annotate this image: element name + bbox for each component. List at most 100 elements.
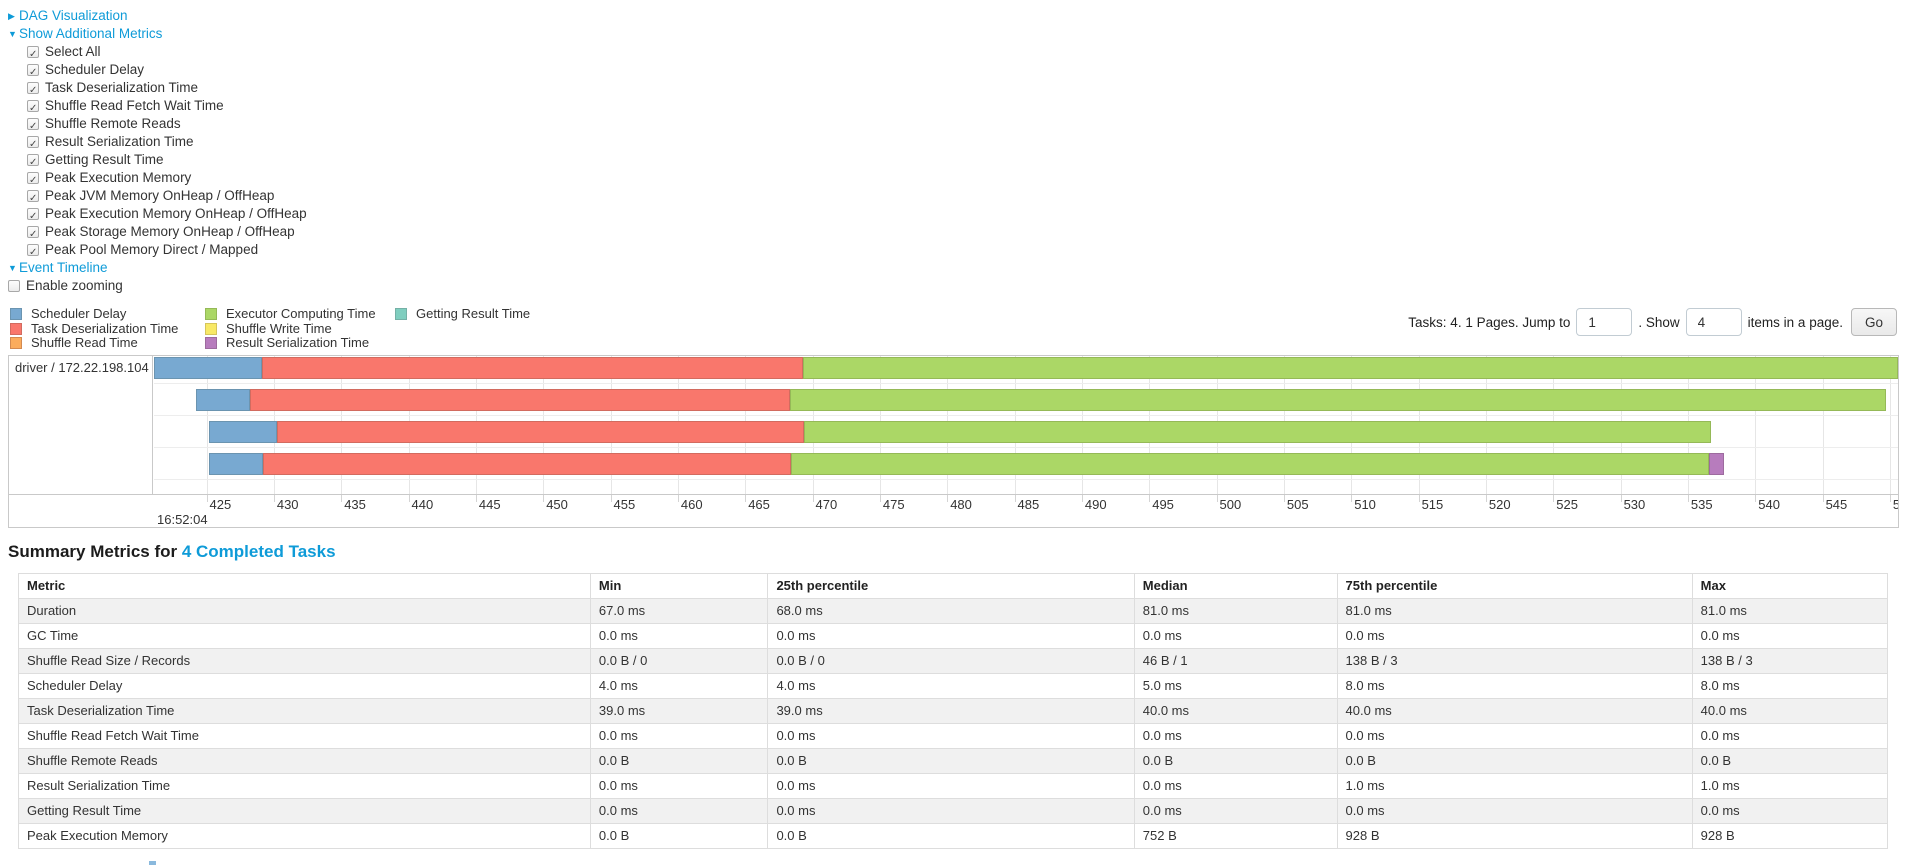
task-segment-executor-computing[interactable] — [789, 388, 1886, 411]
axis-tick — [1351, 494, 1353, 502]
axis-tick — [745, 494, 747, 502]
jump-to-page-input[interactable] — [1576, 308, 1633, 336]
axis-tick-label: 440 — [411, 496, 434, 512]
show-additional-metrics-toggle[interactable]: ▼ Show Additional Metrics — [8, 26, 162, 41]
task-segment-task-deserialization[interactable] — [263, 452, 791, 475]
task-bar — [154, 452, 1898, 475]
items-per-page-input[interactable] — [1685, 308, 1742, 336]
legend-column: Getting Result Time — [395, 306, 530, 351]
metric-value-cell: 40.0 ms — [1133, 697, 1338, 724]
metric-checkbox-label: Shuffle Read Fetch Wait Time — [45, 98, 224, 113]
metric-name-cell: Shuffle Read Size / Records — [18, 647, 591, 674]
task-bar — [154, 356, 1898, 379]
legend-item-task-deserialization: Task Deserialization Time — [10, 321, 205, 337]
axis-tick — [1755, 494, 1757, 502]
pagination-mid: . Show — [1638, 314, 1680, 330]
metric-name-cell: Result Serialization Time — [18, 772, 591, 799]
completed-tasks-link[interactable]: 4 Completed Tasks — [181, 541, 336, 561]
task-bar — [154, 388, 1898, 411]
metric-checkbox-shuffle-read-fetch-wait-time[interactable] — [27, 100, 39, 118]
dag-visualization-toggle[interactable]: ▶ DAG Visualization — [8, 8, 128, 23]
summary-table-body: Duration 67.0 ms 68.0 ms 81.0 ms 81.0 ms 81.0… — [18, 597, 1889, 849]
pagination-prefix: Tasks: 4. 1 Pages. Jump to — [1408, 314, 1571, 330]
metric-value-cell: 0.0 ms — [1133, 797, 1338, 824]
metric-checkbox-row: Shuffle Read Fetch Wait Time — [8, 97, 1907, 118]
enable-zooming-checkbox[interactable] — [8, 280, 20, 292]
metric-checkbox-getting-result-time[interactable] — [27, 154, 39, 172]
metric-checkbox-peak-jvm-memory-onheap-offheap[interactable] — [27, 190, 39, 208]
metric-name-cell: Peak Execution Memory — [18, 822, 591, 849]
metric-checkbox-peak-execution-memory[interactable] — [27, 172, 39, 190]
timeline-gridline — [1755, 355, 1757, 494]
task-segment-scheduler-delay[interactable] — [195, 388, 250, 411]
timeline-axis-inner: 16:52:04 425 430 435 440 445 450 455 460 465 470 4… — [154, 494, 1898, 527]
task-segment-task-deserialization[interactable] — [276, 420, 805, 443]
go-button[interactable]: Go — [1850, 308, 1897, 336]
metric-checkbox-row: Scheduler Delay — [8, 61, 1907, 82]
enable-zooming-row: Enable zooming — [8, 277, 1907, 295]
metric-checkbox-label: Getting Result Time — [45, 152, 164, 167]
metric-checkbox-row: Peak JVM Memory OnHeap / OffHeap — [8, 187, 1907, 208]
metric-checkbox-row: Peak Pool Memory Direct / Mapped — [8, 241, 1907, 262]
metric-checkbox-shuffle-remote-reads[interactable] — [27, 118, 39, 136]
axis-major-time-label: 16:52:04 — [157, 511, 208, 527]
axis-tick — [1283, 494, 1285, 502]
axis-tick — [879, 494, 881, 502]
axis-tick — [610, 494, 612, 502]
metric-name-cell: GC Time — [18, 622, 591, 649]
summary-column-header: Median — [1133, 572, 1338, 599]
summary-table-row: Result Serialization Time 0.0 ms 0.0 ms 0.0… — [18, 772, 1889, 799]
metric-value-cell: 0.0 ms — [1336, 622, 1693, 649]
metric-checkbox-row: Shuffle Remote Reads — [8, 115, 1907, 136]
metric-value-cell: 0.0 ms — [1133, 772, 1338, 799]
task-segment-scheduler-delay[interactable] — [154, 356, 262, 379]
metric-value-cell: 40.0 ms — [1691, 697, 1889, 724]
axis-tick-label: 525 — [1556, 496, 1578, 512]
task-segment-task-deserialization[interactable] — [249, 388, 790, 411]
metric-value-cell: 0.0 B — [767, 747, 1135, 774]
task-segment-task-deserialization[interactable] — [261, 356, 804, 379]
task-segment-executor-computing[interactable] — [790, 452, 1710, 475]
metric-checkbox-row: Select All — [8, 43, 1907, 64]
timeline-gridline — [1889, 355, 1891, 494]
metric-checkbox-row: Peak Execution Memory OnHeap / OffHeap — [8, 205, 1907, 226]
legend-item-result-serialization: Result Serialization Time — [205, 336, 395, 351]
task-segment-executor-computing[interactable] — [804, 420, 1711, 443]
axis-tick — [1014, 494, 1016, 502]
metrics-checkbox-list: Select All Scheduler Delay Task Deserializ… — [8, 43, 1907, 262]
metric-checkbox-result-serialization-time[interactable] — [27, 136, 39, 154]
task-segment-result-serialization[interactable] — [1709, 452, 1725, 475]
dag-visualization-label: DAG Visualization — [19, 8, 128, 23]
legend-item-executor-computing: Executor Computing Time — [205, 306, 395, 322]
metric-checkbox-peak-execution-memory-onheap-offheap[interactable] — [27, 208, 39, 226]
task-segment-scheduler-delay[interactable] — [209, 420, 277, 443]
metric-checkbox-task-deserialization-time[interactable] — [27, 82, 39, 100]
task-segment-scheduler-delay[interactable] — [209, 452, 264, 475]
task-pagination: Tasks: 4. 1 Pages. Jump to . Show items … — [1408, 308, 1897, 336]
axis-tick-label: 515 — [1421, 496, 1444, 512]
metric-value-cell: 0.0 ms — [1336, 722, 1693, 749]
axis-tick-label: 545 — [1825, 496, 1848, 512]
axis-tick — [408, 494, 410, 502]
metric-checkbox-select-all[interactable] — [27, 46, 39, 64]
axis-tick-label: 425 — [209, 496, 232, 512]
task-segment-executor-computing[interactable] — [803, 356, 1898, 379]
axis-tick-label: 445 — [478, 496, 501, 512]
event-timeline-label: Event Timeline — [19, 260, 108, 275]
shuffle-read-swatch-icon — [10, 337, 22, 350]
metric-name-cell: Shuffle Read Fetch Wait Time — [18, 722, 591, 749]
metric-checkbox-scheduler-delay[interactable] — [27, 64, 39, 82]
axis-tick-label: 490 — [1084, 496, 1107, 512]
summary-column-header: 75th percentile — [1336, 572, 1693, 599]
metric-checkbox-peak-storage-memory-onheap-offheap[interactable] — [27, 226, 39, 244]
metric-checkbox-peak-pool-memory-direct-mapped[interactable] — [27, 244, 39, 262]
event-timeline-toggle[interactable]: ▼ Event Timeline — [8, 260, 108, 275]
metric-value-cell: 0.0 ms — [767, 772, 1135, 799]
metric-value-cell: 81.0 ms — [1691, 597, 1889, 624]
summary-table-row: Shuffle Read Fetch Wait Time 0.0 ms 0.0 ms… — [18, 722, 1889, 749]
axis-tick-label: 540 — [1758, 496, 1780, 512]
axis-tick — [341, 494, 343, 502]
task-deserialization-swatch-icon — [10, 322, 22, 335]
metric-checkbox-label: Peak Execution Memory — [45, 170, 192, 185]
metric-value-cell: 8.0 ms — [1691, 672, 1889, 699]
